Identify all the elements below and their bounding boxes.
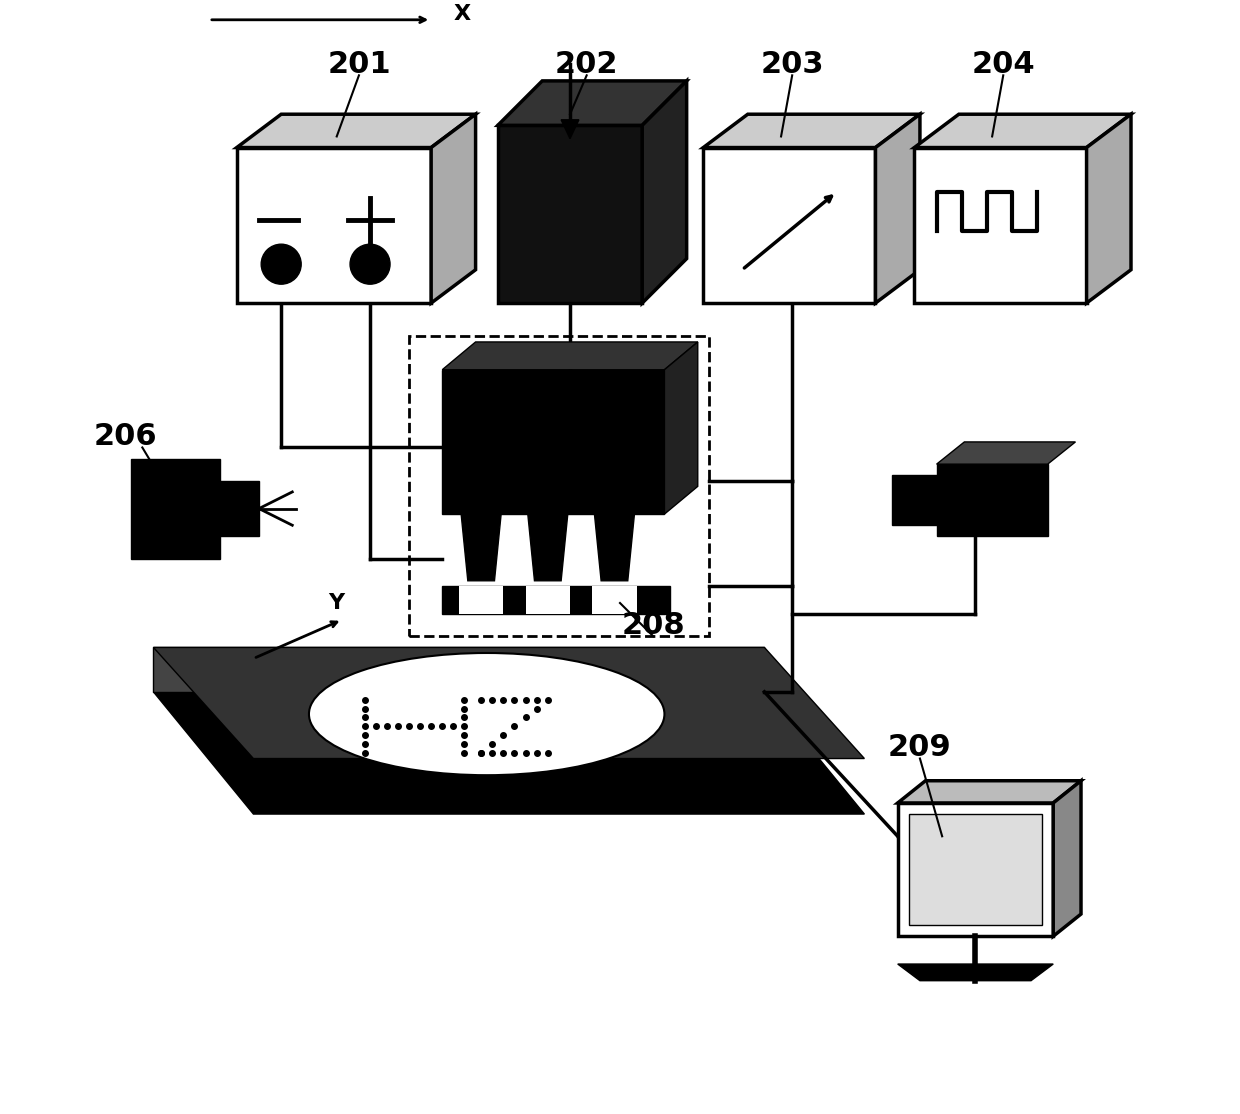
Point bbox=[471, 744, 491, 762]
Point bbox=[355, 735, 374, 753]
Text: 206: 206 bbox=[94, 422, 157, 451]
Circle shape bbox=[262, 244, 301, 284]
Polygon shape bbox=[1053, 781, 1081, 936]
Point bbox=[455, 744, 475, 762]
Text: 207: 207 bbox=[944, 478, 1007, 507]
Polygon shape bbox=[642, 81, 687, 303]
Polygon shape bbox=[892, 476, 936, 525]
Text: 204: 204 bbox=[971, 50, 1035, 79]
Polygon shape bbox=[1086, 115, 1131, 303]
Point bbox=[494, 691, 513, 709]
Point bbox=[410, 717, 430, 735]
Text: 208: 208 bbox=[621, 610, 686, 639]
Polygon shape bbox=[562, 120, 579, 138]
Point bbox=[444, 717, 464, 735]
Point bbox=[455, 735, 475, 753]
FancyBboxPatch shape bbox=[909, 814, 1042, 925]
Point bbox=[455, 700, 475, 717]
Polygon shape bbox=[875, 115, 920, 303]
Point bbox=[355, 709, 374, 726]
Polygon shape bbox=[443, 586, 670, 614]
Text: 209: 209 bbox=[888, 733, 952, 762]
Polygon shape bbox=[497, 126, 642, 303]
FancyBboxPatch shape bbox=[898, 803, 1053, 936]
Point bbox=[538, 744, 558, 762]
Polygon shape bbox=[461, 515, 501, 580]
Point bbox=[482, 735, 502, 753]
Point bbox=[433, 717, 453, 735]
Polygon shape bbox=[703, 147, 875, 303]
Point bbox=[366, 717, 386, 735]
Point bbox=[355, 691, 374, 709]
Point bbox=[494, 726, 513, 744]
Point bbox=[505, 691, 525, 709]
Polygon shape bbox=[914, 147, 1086, 303]
Point bbox=[494, 744, 513, 762]
Point bbox=[377, 717, 397, 735]
Circle shape bbox=[350, 244, 391, 284]
Point bbox=[505, 717, 525, 735]
Polygon shape bbox=[526, 586, 570, 614]
Polygon shape bbox=[154, 647, 764, 692]
Text: 201: 201 bbox=[327, 50, 391, 79]
Polygon shape bbox=[432, 115, 476, 303]
Point bbox=[516, 744, 536, 762]
Polygon shape bbox=[154, 647, 864, 759]
Polygon shape bbox=[594, 515, 635, 580]
Point bbox=[455, 691, 475, 709]
Polygon shape bbox=[459, 586, 503, 614]
Point bbox=[422, 717, 441, 735]
Point bbox=[355, 717, 374, 735]
Polygon shape bbox=[219, 481, 259, 536]
Point bbox=[355, 726, 374, 744]
Point bbox=[471, 744, 491, 762]
Ellipse shape bbox=[309, 653, 665, 775]
Polygon shape bbox=[237, 147, 432, 303]
Polygon shape bbox=[131, 459, 219, 558]
Text: 205: 205 bbox=[516, 461, 579, 490]
Polygon shape bbox=[665, 342, 698, 515]
Point bbox=[516, 691, 536, 709]
Polygon shape bbox=[497, 81, 687, 126]
Polygon shape bbox=[914, 115, 1131, 147]
Polygon shape bbox=[898, 964, 1053, 980]
Point bbox=[538, 691, 558, 709]
Point bbox=[455, 717, 475, 735]
Text: Y: Y bbox=[329, 593, 345, 613]
Polygon shape bbox=[154, 692, 864, 814]
Point bbox=[527, 691, 547, 709]
Point bbox=[516, 709, 536, 726]
Polygon shape bbox=[443, 342, 698, 370]
Polygon shape bbox=[237, 115, 476, 147]
Point bbox=[505, 744, 525, 762]
Point bbox=[455, 726, 475, 744]
Polygon shape bbox=[703, 115, 920, 147]
Text: X: X bbox=[454, 3, 470, 23]
Point bbox=[455, 709, 475, 726]
Polygon shape bbox=[936, 465, 1048, 536]
Point bbox=[527, 744, 547, 762]
Point bbox=[388, 717, 408, 735]
Polygon shape bbox=[593, 586, 636, 614]
Polygon shape bbox=[898, 781, 1081, 803]
Point bbox=[527, 700, 547, 717]
Polygon shape bbox=[443, 370, 665, 515]
Point bbox=[482, 691, 502, 709]
Polygon shape bbox=[936, 442, 1075, 465]
Point bbox=[355, 744, 374, 762]
Point bbox=[471, 691, 491, 709]
Point bbox=[399, 717, 419, 735]
Polygon shape bbox=[528, 515, 568, 580]
Text: 203: 203 bbox=[760, 50, 823, 79]
Point bbox=[355, 700, 374, 717]
Point bbox=[482, 744, 502, 762]
Text: 202: 202 bbox=[556, 50, 619, 79]
